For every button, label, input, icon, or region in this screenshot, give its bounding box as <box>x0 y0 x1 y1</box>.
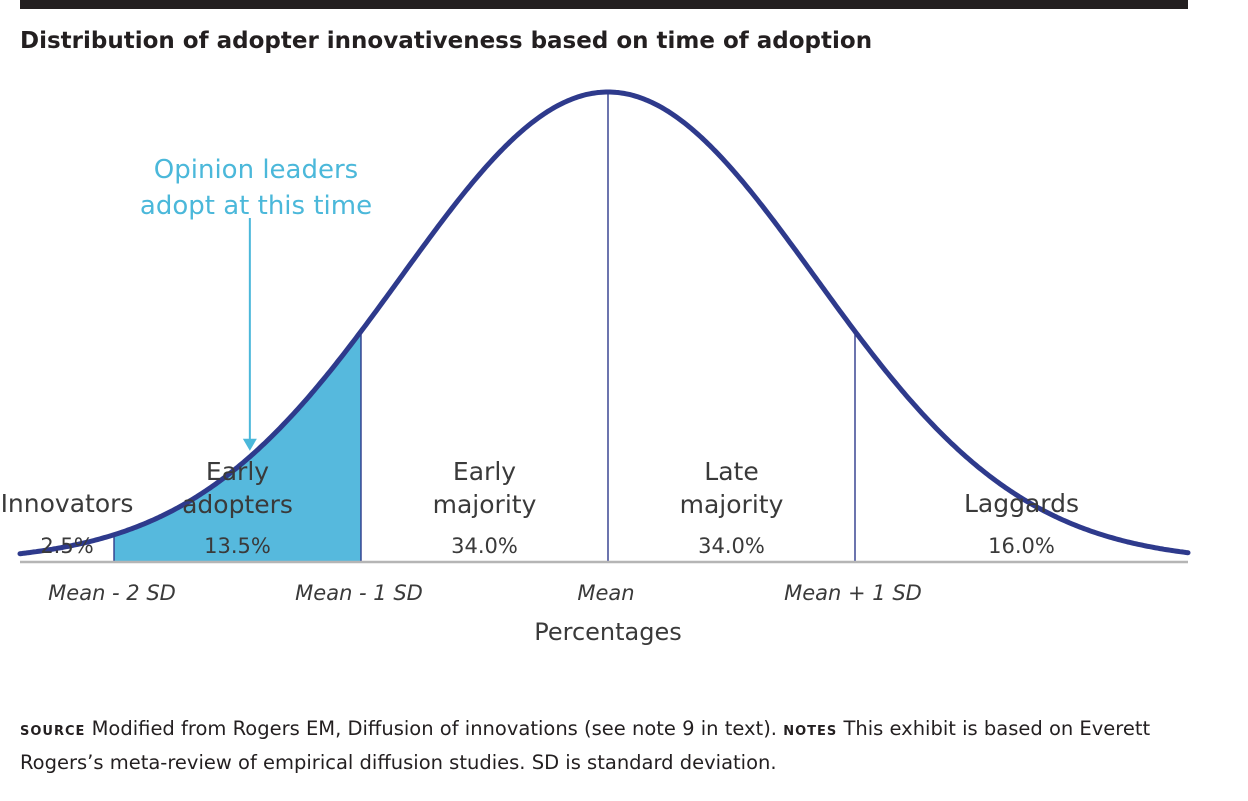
bell-curve-chart: Innovators 2.5% Early adopters 13.5% Early maj… <box>1 89 1191 646</box>
category-percent: 16.0% <box>988 534 1055 558</box>
category-percent: 13.5% <box>204 534 271 558</box>
category-label-line: Innovators <box>1 489 134 518</box>
category-label-line: Early <box>453 457 516 486</box>
bell-curve-line <box>17 89 1191 557</box>
category-percent: 34.0% <box>451 534 518 558</box>
top-rule <box>20 0 1188 9</box>
category-label-line: Late <box>704 457 758 486</box>
annotation-arrow-head <box>242 438 257 451</box>
category-percent: 34.0% <box>698 534 765 558</box>
source-text: Modified from Rogers EM, Diffusion of in… <box>85 717 784 740</box>
x-axis-title: Percentages <box>534 618 682 646</box>
category-percent: 2.5% <box>40 534 93 558</box>
category-label-line: majority <box>680 490 784 519</box>
x-tick-label: Mean - 1 SD <box>295 581 423 605</box>
x-tick-label: Mean + 1 SD <box>784 581 922 605</box>
category-label-line: adopters <box>182 490 293 519</box>
category-label-line: Laggards <box>964 489 1079 518</box>
notes-label: notes <box>783 718 838 740</box>
annotation-text-line: Opinion leaders <box>154 155 358 185</box>
chart-title: Distribution of adopter innovativeness b… <box>20 28 873 54</box>
x-tick-label: Mean <box>577 581 634 605</box>
category-label-line: Early <box>206 457 269 486</box>
footer-note: source Modified from Rogers EM, Diffusio… <box>20 712 1220 779</box>
x-tick-label: Mean - 2 SD <box>48 581 176 605</box>
highlight-area-1 <box>114 331 361 562</box>
source-label: source <box>20 718 86 740</box>
annotation-text-line: adopt at this time <box>140 191 372 221</box>
category-label-line: majority <box>433 490 537 519</box>
notes-text: This exhibit is based on Everett Rogers’… <box>20 717 1151 774</box>
